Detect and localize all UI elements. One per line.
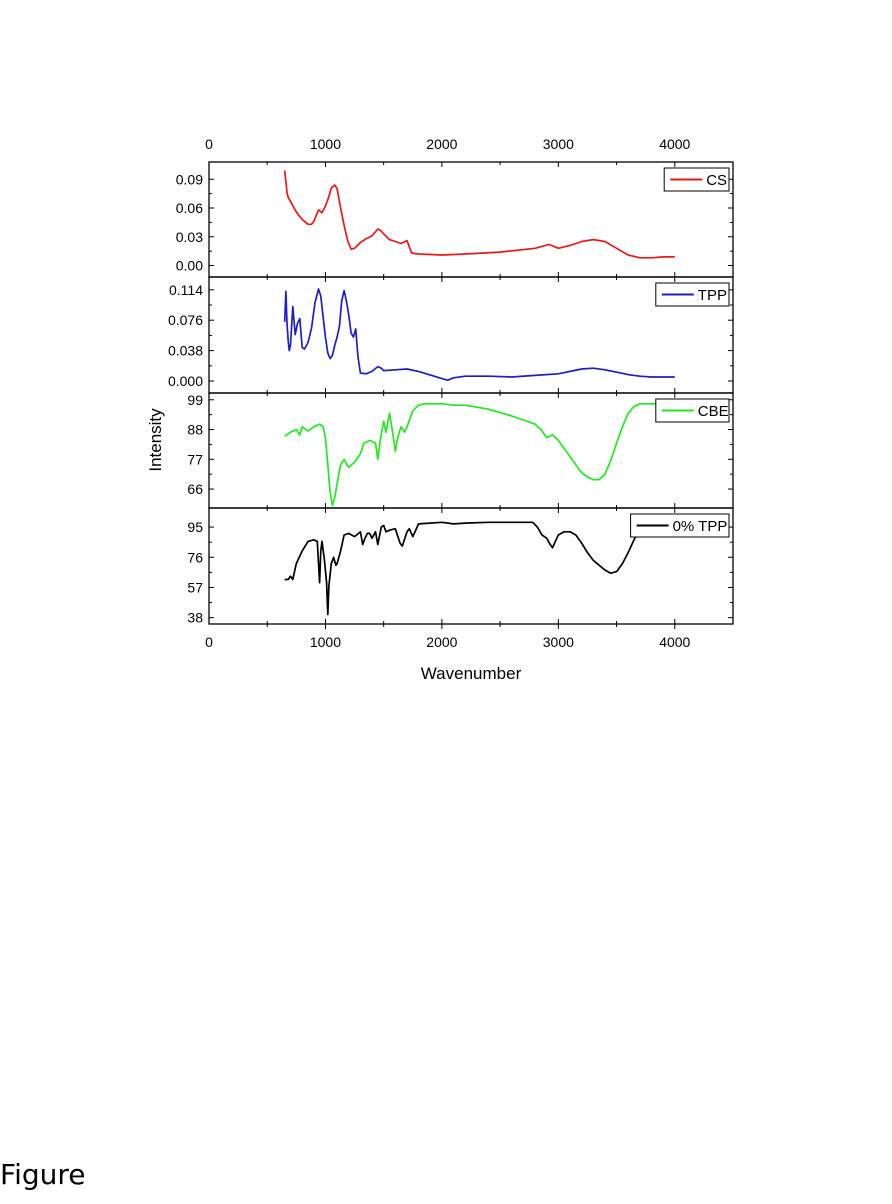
top-x-tick-label: 2000 [426,136,457,152]
y-axis-title: Intensity [146,408,165,472]
y-tick-label: 0.114 [169,282,203,298]
legend-label: TPP [698,287,727,304]
top-x-tick-label: 0 [205,136,213,152]
y-tick-label: 76 [187,549,203,565]
y-tick-label: 99 [187,392,203,408]
panel-frame [208,507,734,625]
series-line-cs [283,170,675,259]
y-tick-label: 0.06 [176,200,203,216]
legend-box [630,513,730,538]
y-tick-label: 66 [187,481,203,497]
legend-label: CBE [698,403,729,420]
x-axis-title: Wavenumber [421,664,522,683]
y-tick-label: 0.00 [176,258,203,274]
y-tick-label: 0.03 [176,229,203,245]
legend-label: CS [706,172,727,189]
y-tick-label: 88 [187,422,203,438]
y-tick-label: 0.09 [176,171,203,187]
legend-label: 0% TPP [673,518,728,535]
series-line-tpp [283,288,675,382]
y-tick-label: 57 [187,579,203,595]
x-tick-label: 4000 [659,634,690,650]
x-tick-label: 1000 [310,634,341,650]
y-tick-label: 77 [187,451,203,467]
top-x-axis: 0 1000 2000 3000 4000 [205,136,690,152]
panel-frame [208,161,734,278]
x-tick-label: 2000 [426,634,457,650]
panel-frame [208,392,734,509]
x-tick-label: 0 [205,634,213,650]
figure-caption: Figure [0,1158,86,1191]
y-tick-label: 0.038 [168,343,203,359]
top-x-tick-label: 3000 [543,136,574,152]
y-tick-label: 0.000 [168,373,203,389]
y-tick-label: 38 [187,610,203,626]
y-tick-label: 0.076 [168,312,203,328]
panel-0-tpp: 38 57 76 95 0% TPP [187,507,734,626]
top-x-tick-label: 1000 [310,136,341,152]
series-line-cbe [284,402,675,507]
panel-cs: 0.00 0.03 0.06 0.09 CS [176,161,734,278]
top-x-tick-label: 4000 [659,136,690,152]
x-tick-label: 3000 [543,634,574,650]
series-line-0-tpp [284,521,647,616]
panel-tpp: 0.000 0.038 0.076 0.114 TPP [168,276,734,394]
bottom-x-axis: 0 1000 2000 3000 4000 [205,624,691,650]
panel-cbe: 66 77 88 99 CBE [187,392,734,509]
y-tick-label: 95 [187,519,203,535]
